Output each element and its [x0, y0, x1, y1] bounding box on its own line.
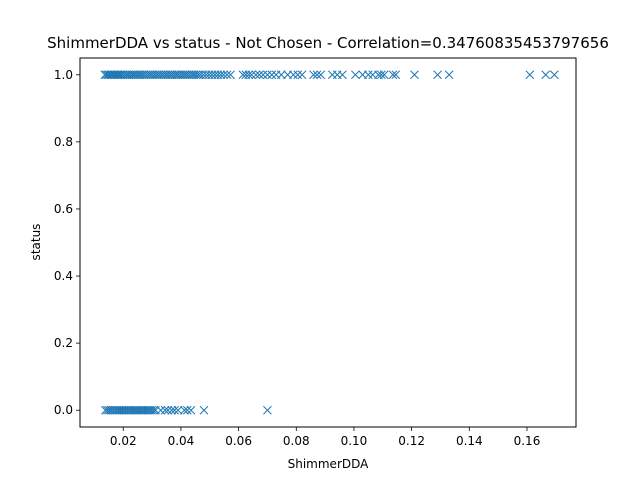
y-tick-label: 0.0 — [54, 403, 73, 417]
axes-frame — [79, 57, 577, 428]
chart-title: ShimmerDDA vs status - Not Chosen - Corr… — [47, 34, 609, 52]
data-point — [388, 70, 398, 80]
x-tick-label: 0.10 — [341, 434, 368, 448]
data-point — [154, 70, 164, 80]
data-point — [144, 70, 153, 80]
data-point — [444, 70, 454, 80]
data-point — [289, 70, 298, 80]
x-tick-label: 0.02 — [110, 434, 137, 448]
data-point — [550, 70, 559, 80]
data-point — [199, 405, 209, 415]
data-point — [182, 70, 192, 80]
x-tick-label: 0.12 — [398, 434, 425, 448]
y-axis-ticks: 0.0 0.2 0.4 0.6 0.8 1.0 — [54, 68, 80, 417]
data-point — [276, 70, 286, 80]
data-point — [150, 70, 160, 80]
x-tick-label: 0.08 — [283, 434, 310, 448]
x-axis-ticks: 0.02 0.04 0.06 0.08 0.10 0.12 0.14 0.16 — [110, 427, 540, 448]
data-point — [541, 70, 551, 80]
data-point — [178, 70, 188, 80]
data-point — [149, 405, 158, 415]
y-tick-label: 0.4 — [54, 269, 73, 283]
y-tick-label: 1.0 — [54, 68, 73, 82]
data-point — [147, 405, 156, 415]
data-point — [148, 70, 158, 80]
data-point — [170, 70, 179, 80]
data-point — [244, 70, 254, 80]
data-point — [160, 405, 170, 415]
y-tick-label: 0.8 — [54, 135, 73, 149]
y-tick-label: 0.2 — [54, 336, 73, 350]
data-point — [156, 405, 166, 415]
data-point — [187, 70, 197, 80]
data-point — [258, 70, 268, 80]
data-point — [170, 405, 179, 415]
data-point — [189, 70, 199, 80]
data-point — [176, 70, 186, 80]
data-point — [172, 70, 181, 80]
data-point — [216, 70, 226, 80]
data-point — [146, 70, 156, 80]
data-point — [391, 70, 401, 80]
data-point — [135, 70, 145, 80]
data-point — [226, 70, 235, 80]
data-point — [167, 70, 177, 80]
data-point — [173, 405, 183, 415]
data-point — [351, 70, 360, 80]
x-axis-label: ShimmerDDA — [288, 457, 370, 471]
data-point — [410, 70, 419, 80]
data-point — [113, 70, 123, 80]
data-point — [364, 70, 373, 80]
data-point — [376, 70, 386, 80]
data-point — [159, 70, 168, 80]
data-point — [338, 70, 347, 80]
data-point — [263, 70, 272, 80]
data-point — [309, 70, 318, 80]
data-point — [180, 70, 190, 80]
data-point — [186, 405, 196, 415]
data-point — [182, 405, 192, 415]
data-point — [297, 70, 307, 80]
data-point — [185, 70, 194, 80]
data-points — [100, 70, 559, 415]
x-tick-label: 0.14 — [456, 434, 483, 448]
x-tick-label: 0.06 — [225, 434, 252, 448]
data-point — [255, 70, 264, 80]
data-point — [100, 70, 110, 80]
data-point — [525, 70, 535, 80]
data-point — [165, 70, 175, 80]
plot-area — [79, 57, 577, 428]
x-tick-label: 0.04 — [168, 434, 195, 448]
data-point — [433, 70, 442, 80]
data-point — [157, 70, 166, 80]
data-point — [163, 405, 173, 415]
data-point — [312, 70, 322, 80]
data-point — [139, 70, 149, 80]
data-point — [137, 70, 147, 80]
data-point — [163, 70, 173, 80]
data-point — [152, 70, 162, 80]
data-point — [267, 70, 277, 80]
data-point — [174, 70, 183, 80]
data-point — [141, 70, 151, 80]
data-point — [316, 70, 326, 80]
data-point — [180, 405, 189, 415]
data-point — [379, 70, 389, 80]
data-point — [219, 70, 228, 80]
y-axis-label: status — [29, 224, 43, 261]
y-tick-label: 0.6 — [54, 202, 73, 216]
data-point — [167, 405, 177, 415]
x-tick-label: 0.16 — [514, 434, 541, 448]
data-point — [247, 70, 256, 80]
data-point — [191, 70, 201, 80]
data-point — [251, 70, 261, 80]
data-point — [263, 405, 272, 415]
data-point — [293, 70, 303, 80]
data-point — [161, 70, 171, 80]
data-point — [222, 70, 232, 80]
